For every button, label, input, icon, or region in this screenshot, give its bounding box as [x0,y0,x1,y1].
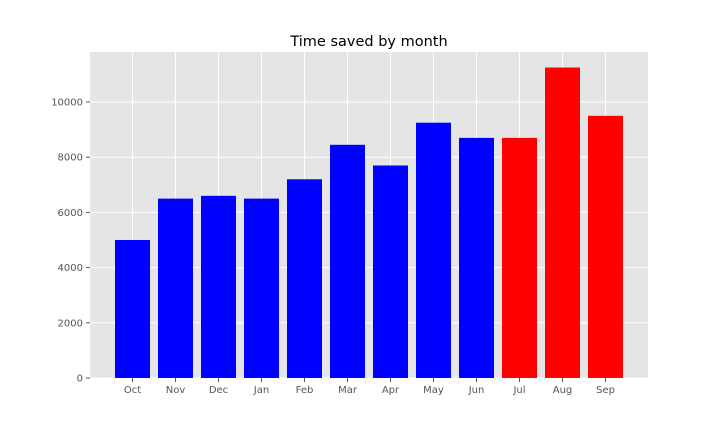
bar-feb [287,179,322,378]
bar-oct [115,240,150,378]
chart-title: Time saved by month [289,34,447,50]
x-tick-label: Nov [166,385,186,396]
y-tick-label: 4000 [58,263,83,274]
x-tick-label: Mar [338,385,358,396]
bar-apr [373,165,408,378]
x-tick-label: Oct [124,385,141,396]
bar-jun [459,137,494,378]
y-tick-label: 8000 [58,153,83,164]
bars [115,67,623,378]
bar-dec [201,195,236,378]
x-tick-label: May [423,385,444,396]
bar-sep [588,115,623,378]
x-tick-label: Apr [382,385,400,396]
bar-jan [244,198,279,378]
x-tick-label: Jul [512,385,525,396]
y-tick-label: 10000 [51,98,83,109]
y-tick-label: 2000 [58,318,83,329]
bar-may [416,122,451,378]
bar-mar [330,144,365,378]
y-axis-ticks: 0 2000 4000 6000 8000 10000 [51,98,90,385]
x-tick-label: Jan [253,385,269,396]
bar-aug [545,67,580,378]
x-tick-label: Sep [596,385,615,396]
x-axis-ticks: Oct Nov Dec Jan Feb Mar Apr May Jun Jul Aug Sep [124,378,615,396]
y-tick-label: 0 [77,374,83,385]
x-tick-label: Feb [296,385,314,396]
x-tick-label: Aug [553,385,573,396]
bar-nov [158,198,193,378]
bar-jul [502,137,537,378]
x-tick-label: Dec [209,385,228,396]
y-tick-label: 6000 [58,208,83,219]
x-tick-label: Jun [468,385,485,396]
